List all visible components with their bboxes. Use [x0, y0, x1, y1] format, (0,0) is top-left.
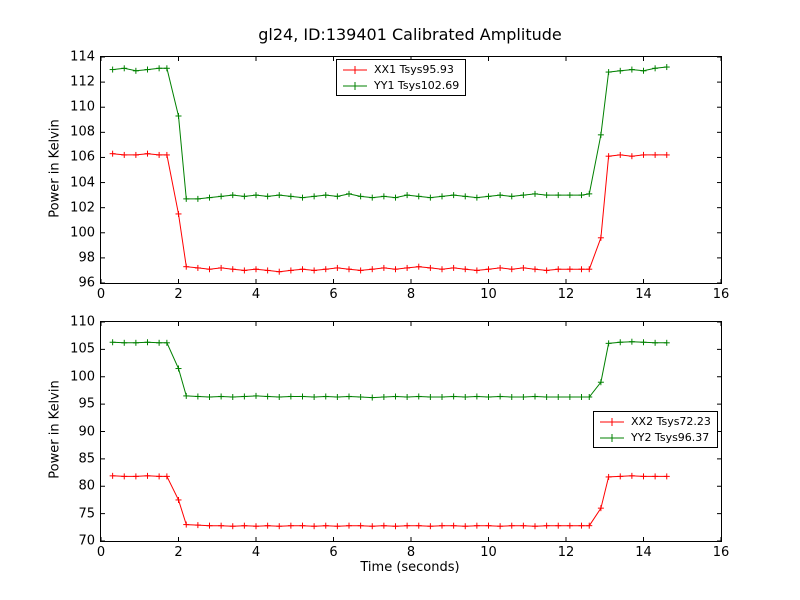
y-tick-label: 105: [70, 341, 95, 357]
x-tick-label: 16: [712, 287, 730, 302]
x-tick-label: 0: [96, 545, 106, 560]
legend-top: XX1 Tsys95.93 YY1 Tsys102.69: [336, 59, 467, 96]
x-tick-label: 10: [480, 545, 497, 560]
y-tick-label: 90: [78, 424, 95, 439]
chart-title: gl24, ID:139401 Calibrated Amplitude: [258, 25, 562, 44]
x-tick-label: 4: [251, 287, 261, 302]
plot-area-bottom: [101, 322, 721, 541]
y-tick-label: 106: [70, 149, 95, 165]
y-tick-label: 80: [78, 478, 95, 494]
legend-line-swatch: [343, 81, 367, 90]
x-tick-label: 6: [329, 287, 338, 302]
legend-line-swatch: [343, 65, 367, 74]
x-tick-label: 12: [557, 545, 575, 560]
y-tick-label: 96: [78, 275, 95, 291]
legend-label: XX1 Tsys95.93: [374, 63, 454, 76]
x-tick-label: 2: [174, 545, 183, 560]
legend-bottom: XX2 Tsys72.23 YY2 Tsys96.37: [593, 411, 718, 448]
y-tick-label: 75: [78, 506, 95, 522]
y-tick-label: 95: [78, 396, 95, 412]
x-tick-label: 16: [712, 545, 730, 560]
x-tick-label: 14: [635, 545, 652, 560]
y-tick-label: 100: [70, 225, 95, 241]
legend-label: YY2 Tsys96.37: [631, 431, 710, 444]
series-line-XX1: [112, 153, 667, 273]
legend-entry: YY2 Tsys96.37: [599, 431, 711, 444]
y-tick-label: 70: [78, 533, 95, 549]
legend-label: XX2 Tsys72.23: [631, 415, 711, 428]
y-axis-label-bottom: Power in Kelvin: [47, 380, 63, 479]
x-tick-label: 12: [557, 287, 575, 302]
y-tick-label: 112: [70, 74, 95, 90]
y-tick-label: 108: [70, 124, 95, 140]
x-tick-label: 2: [174, 287, 183, 302]
x-tick-label: 0: [96, 287, 106, 302]
y-axis-label-top: Power in Kelvin: [47, 119, 63, 218]
y-tick-label: 98: [78, 250, 95, 266]
series-line-XX2: [112, 475, 667, 527]
legend-label: YY1 Tsys102.69: [374, 79, 460, 92]
y-tick-label: 114: [70, 49, 95, 65]
x-tick-label: 8: [406, 545, 416, 560]
legend-entry: XX2 Tsys72.23: [599, 415, 711, 428]
x-tick-label: 10: [480, 287, 497, 302]
x-axis-label: Time (seconds): [360, 560, 460, 575]
plot-area-top: [101, 57, 721, 283]
y-tick-label: 104: [70, 175, 95, 191]
y-tick-label: 85: [78, 451, 95, 467]
legend-line-swatch: [600, 433, 624, 442]
x-tick-label: 14: [635, 287, 652, 302]
x-tick-label: 4: [251, 545, 261, 560]
y-tick-label: 102: [70, 200, 95, 216]
legend-line-swatch: [600, 417, 624, 426]
y-tick-label: 100: [70, 369, 95, 385]
series-line-YY2: [112, 341, 667, 399]
legend-entry: XX1 Tsys95.93: [342, 63, 459, 76]
x-tick-label: 6: [329, 545, 338, 560]
y-tick-label: 110: [70, 99, 95, 115]
y-tick-label: 110: [70, 314, 95, 330]
legend-entry: YY1 Tsys102.69: [342, 79, 459, 92]
x-tick-label: 8: [406, 287, 416, 302]
